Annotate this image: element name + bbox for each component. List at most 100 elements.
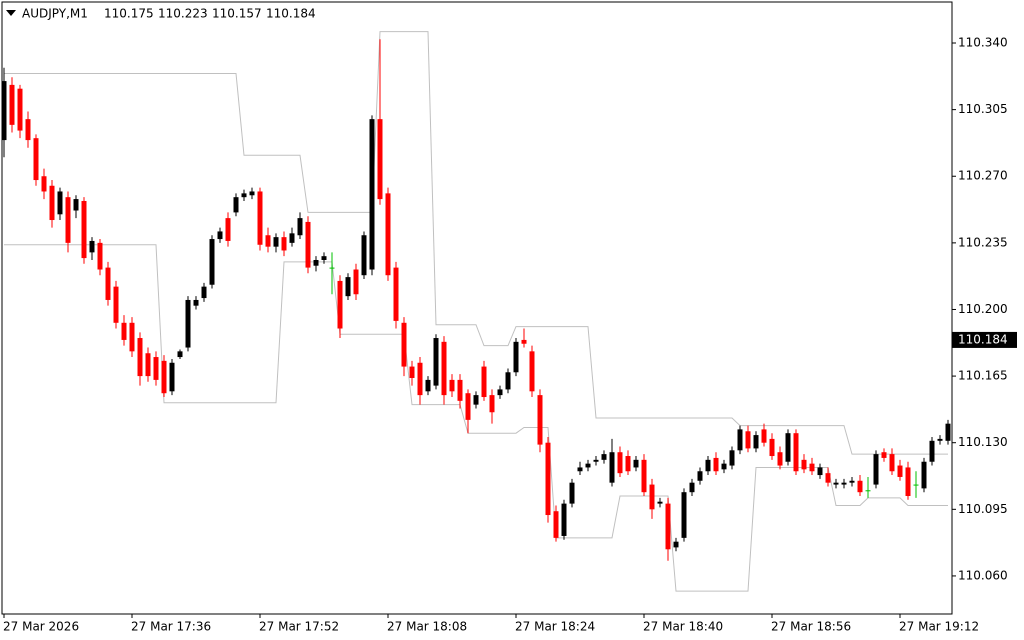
candle-body <box>265 235 271 247</box>
candle-body <box>345 277 351 297</box>
candle-body <box>241 193 247 198</box>
candle-body <box>721 463 727 470</box>
channel-upper <box>4 31 948 455</box>
candle-body <box>161 360 167 394</box>
candle-body <box>1 81 7 141</box>
current-price-tag <box>952 331 1017 348</box>
candle-body <box>625 456 631 472</box>
candle-body <box>505 372 511 390</box>
y-tick-label: 110.235 <box>958 235 1008 249</box>
candle-body <box>457 379 463 401</box>
candle-body <box>545 442 551 516</box>
symbol: AUDJPY,M1 <box>22 7 88 21</box>
candle-body <box>585 463 591 468</box>
candle-body <box>257 191 263 245</box>
candle-body <box>609 452 615 483</box>
candle-body <box>577 467 583 472</box>
candle-body <box>441 341 447 396</box>
candle-body <box>97 242 103 270</box>
candle-body <box>297 218 303 236</box>
candle-body <box>305 221 311 268</box>
candle-body <box>25 119 31 141</box>
candle-body <box>81 200 87 259</box>
candle-body <box>369 119 375 270</box>
y-tick-label: 110.095 <box>958 502 1008 516</box>
candle-body <box>601 454 607 460</box>
candle-body <box>777 452 783 466</box>
candle-body <box>121 322 127 340</box>
candle-body <box>489 395 495 413</box>
header-open: 110.175 <box>104 7 154 21</box>
candle-body <box>153 357 159 380</box>
x-tick-label: 27 Mar 18:40 <box>643 620 723 634</box>
candle-body <box>833 482 839 485</box>
candle-body <box>473 395 479 405</box>
candle-body <box>737 429 743 451</box>
candle-body <box>801 459 807 470</box>
candle-body <box>681 492 687 538</box>
y-tick-label: 110.165 <box>958 369 1008 383</box>
candle-body <box>353 269 359 295</box>
candle-body <box>809 463 815 472</box>
candle-body <box>481 366 487 398</box>
candle-body <box>105 267 111 300</box>
candle-body <box>185 299 191 348</box>
candle-body <box>9 84 15 125</box>
candle-body <box>697 471 703 481</box>
candle-body <box>897 465 903 477</box>
candle-body <box>753 435 759 449</box>
candle-body <box>449 379 455 392</box>
header-high: 110.223 <box>158 7 208 21</box>
candle-body <box>497 389 503 396</box>
candle-body <box>889 454 895 472</box>
candle-body <box>201 286 207 299</box>
candle-body <box>417 362 423 396</box>
candle-body <box>249 191 255 196</box>
candle-body <box>633 459 639 468</box>
x-tick-label: 27 Mar 17:36 <box>131 620 211 634</box>
candle-body <box>689 482 695 493</box>
y-tick-label: 110.270 <box>958 169 1008 183</box>
candle-body <box>641 459 647 493</box>
candle-body <box>873 454 879 485</box>
symbol-menu-arrow[interactable] <box>6 10 16 16</box>
candle-body <box>129 322 135 352</box>
candle-body <box>881 452 887 458</box>
candle-body <box>289 233 295 243</box>
candle-body <box>169 362 175 392</box>
candle-body <box>769 438 775 457</box>
candle-body <box>937 438 943 441</box>
candle-body <box>569 482 575 504</box>
candle-body <box>361 235 367 276</box>
candle-body <box>649 484 655 510</box>
candle-body <box>561 503 567 536</box>
candle-body <box>785 433 791 462</box>
candle-body <box>657 501 663 504</box>
candle-body <box>409 366 415 378</box>
header-low: 110.157 <box>212 7 262 21</box>
candle-body <box>529 351 535 392</box>
candle-body <box>705 459 711 472</box>
candle-body <box>521 339 527 344</box>
x-tick-label: 27 Mar 17:52 <box>259 620 339 634</box>
candle-body <box>817 467 823 476</box>
candle-body <box>913 484 919 486</box>
candle-body <box>89 240 95 253</box>
candle-body <box>193 299 199 306</box>
candle-body <box>841 482 847 485</box>
candle-body <box>33 138 39 181</box>
candle-body <box>17 88 23 131</box>
plot-frame <box>1 1 953 615</box>
candle-body <box>729 450 735 466</box>
channel-lower <box>4 244 948 592</box>
candle-body <box>825 473 831 483</box>
current-price-label: 110.184 <box>958 332 1008 346</box>
y-tick-label: 110.305 <box>958 102 1008 116</box>
candle-body <box>745 431 751 449</box>
candle-body <box>425 379 431 392</box>
y-tick-label: 110.060 <box>958 568 1008 582</box>
candle-body <box>673 541 679 548</box>
candle-body <box>665 503 671 550</box>
